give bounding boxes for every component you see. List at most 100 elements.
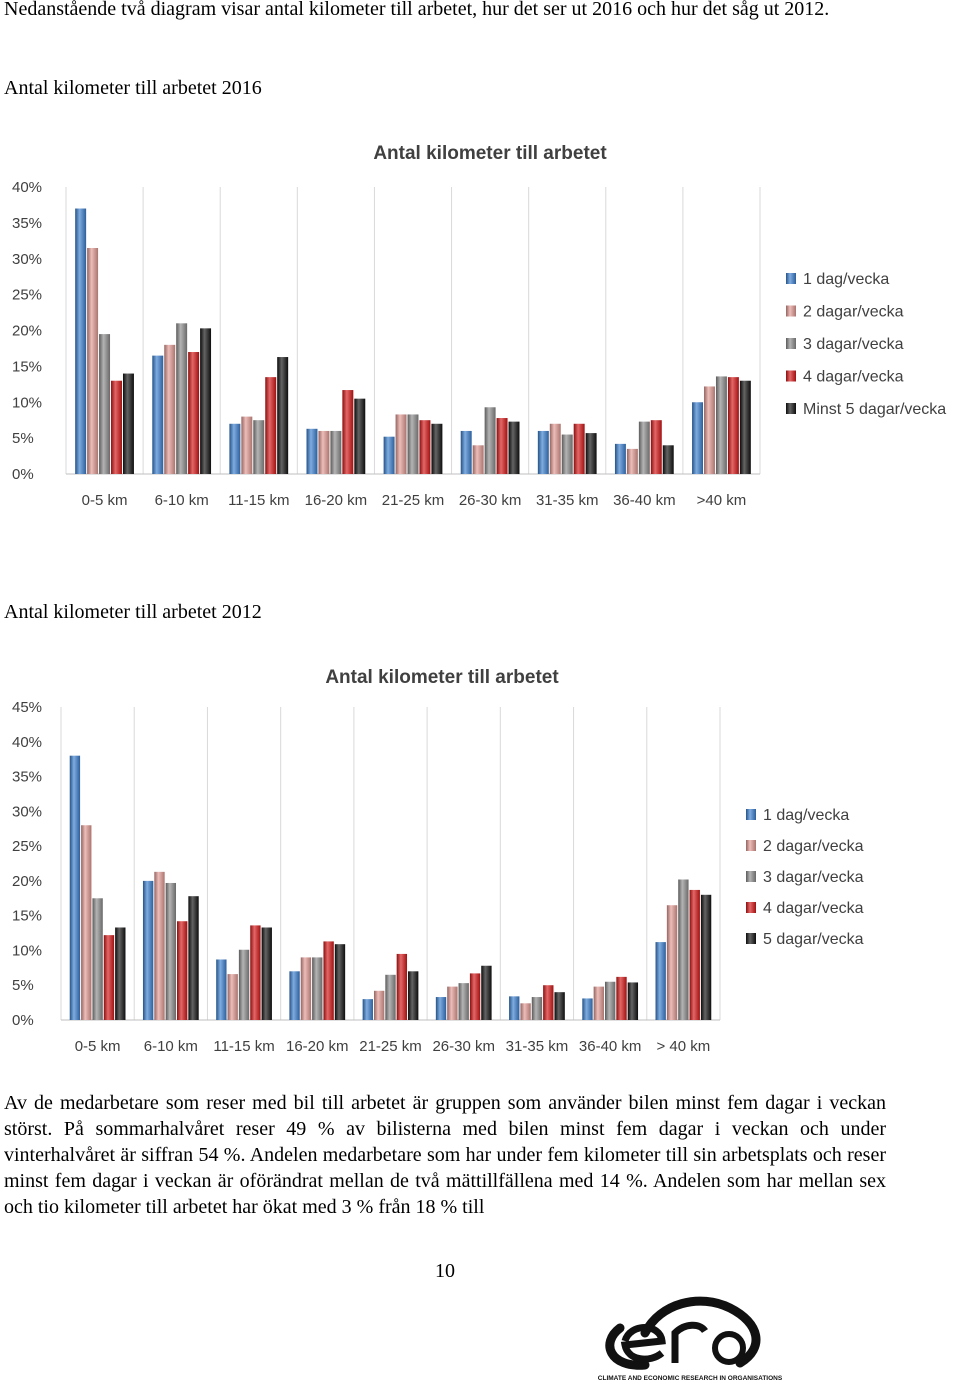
chart-2012: Antal kilometer till arbetet 0% 5% 10% 15% 20… — [12, 667, 864, 1055]
bar — [176, 323, 188, 474]
bar — [626, 448, 638, 474]
x-tick-label: 11-15 km — [228, 492, 289, 509]
bar — [354, 398, 366, 474]
legend-swatch — [746, 871, 756, 882]
bar — [650, 420, 662, 474]
logo-o — [712, 1331, 747, 1365]
y-tick-label: 15% — [12, 908, 42, 925]
x-tick-label: 16-20 km — [286, 1038, 349, 1055]
bar — [543, 985, 554, 1020]
x-tick-label: 26-30 km — [459, 492, 522, 509]
legend-label: 2 dagar/vecka — [803, 304, 904, 321]
bar — [142, 880, 154, 1020]
bar — [164, 344, 176, 474]
bar — [582, 998, 593, 1020]
y-tick-label: 20% — [12, 323, 42, 340]
bar — [704, 386, 715, 474]
bar — [306, 428, 318, 474]
legend-label: 5 dagar/vecka — [763, 931, 864, 948]
x-tick-label: 6-10 km — [144, 1038, 198, 1055]
legend-label: 1 dag/vecka — [763, 807, 849, 824]
y-tick-label: 35% — [12, 769, 42, 786]
legend-swatch — [746, 840, 756, 851]
bar — [122, 373, 134, 474]
bar — [655, 942, 666, 1020]
x-tick-label: 6-10 km — [155, 492, 209, 509]
y-tick-label: 10% — [12, 942, 42, 959]
bar — [435, 997, 447, 1020]
bar — [614, 443, 626, 474]
x-tick-label: > 40 km — [656, 1038, 710, 1055]
bar — [152, 355, 164, 474]
bar — [277, 357, 289, 474]
y-tick-label: 20% — [12, 873, 42, 890]
bar — [318, 430, 330, 474]
bar — [177, 921, 188, 1020]
bar — [188, 352, 200, 474]
bar — [419, 420, 431, 474]
y-tick-label: 40% — [12, 734, 42, 751]
x-tick-label: 36-40 km — [613, 492, 676, 509]
legend-swatch — [786, 305, 796, 317]
bar — [593, 986, 604, 1020]
x-tick-label: 16-20 km — [305, 492, 368, 509]
y-tick-label: 30% — [12, 803, 42, 820]
bar — [253, 420, 265, 474]
legend-label: 1 dag/vecka — [803, 271, 889, 288]
bar — [227, 974, 238, 1020]
legend-label: 4 dagar/vecka — [763, 900, 864, 917]
bar — [81, 825, 92, 1020]
bar — [508, 421, 520, 474]
y-tick-label: 40% — [12, 179, 42, 196]
bar — [312, 957, 323, 1020]
bar — [407, 414, 419, 474]
bar — [300, 957, 312, 1020]
x-tick-label: 11-15 km — [213, 1038, 274, 1055]
logo-swoosh — [605, 1296, 761, 1370]
chart-2016: Antal kilometer till arbetet 0% 5% 10% 15% 20… — [12, 143, 946, 509]
bar — [616, 976, 627, 1020]
bar — [662, 445, 674, 474]
x-tick-label: 36-40 km — [579, 1038, 642, 1055]
bar — [265, 377, 277, 474]
bar — [216, 959, 227, 1020]
bar — [362, 999, 373, 1020]
bar — [323, 941, 334, 1020]
bar — [154, 871, 165, 1020]
bar — [395, 414, 407, 474]
bar — [678, 879, 689, 1020]
legend-swatch — [786, 370, 796, 382]
legend-label: 4 dagar/vecka — [803, 369, 904, 386]
legend-label: 2 dagar/vecka — [763, 838, 864, 855]
bar — [554, 992, 565, 1020]
bar — [200, 328, 212, 474]
intro-text: Nedanstående två diagram visar antal kil… — [4, 0, 830, 20]
legend-swatch — [786, 273, 796, 284]
y-tick-label: 0% — [12, 1012, 34, 1029]
bar — [481, 965, 492, 1020]
x-tick-label: 31-35 km — [506, 1038, 569, 1055]
y-tick-label: 25% — [12, 287, 42, 304]
bar — [549, 423, 561, 474]
legend-label: Minst 5 dagar/vecka — [803, 401, 946, 418]
legend-swatch — [786, 403, 796, 414]
chart-title: Antal kilometer till arbetet — [325, 667, 559, 688]
y-tick-label: 45% — [12, 699, 42, 716]
bar — [715, 376, 727, 474]
bar — [92, 898, 103, 1020]
bar — [103, 935, 115, 1020]
bar — [431, 423, 443, 474]
x-tick-label: 21-25 km — [359, 1038, 422, 1055]
bar — [289, 971, 300, 1020]
x-tick-label: 0-5 km — [82, 492, 128, 509]
y-tick-label: 35% — [12, 215, 42, 232]
bar — [739, 380, 751, 474]
logo-e — [620, 1324, 666, 1363]
legend-label: 3 dagar/vecka — [803, 336, 904, 353]
bar — [75, 208, 87, 474]
bar — [165, 882, 177, 1020]
bar — [573, 423, 585, 474]
bar — [689, 889, 700, 1020]
bar — [115, 927, 126, 1020]
bar — [373, 990, 385, 1020]
